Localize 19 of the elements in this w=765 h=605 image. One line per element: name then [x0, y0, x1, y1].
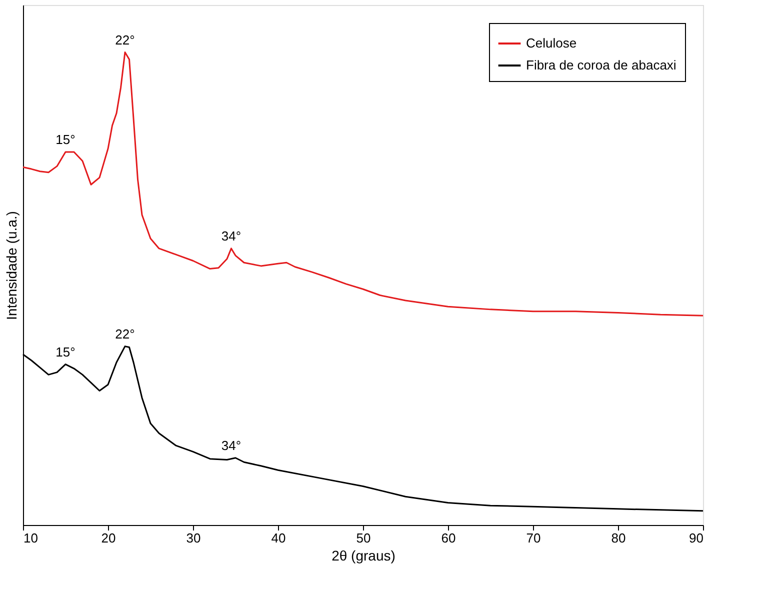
- annotation: 34°: [221, 228, 242, 244]
- x-tick-label: 20: [101, 530, 116, 546]
- legend-label: Celulose: [526, 36, 577, 50]
- x-tick-label: 90: [689, 530, 704, 546]
- x-tick-label: 50: [356, 530, 371, 546]
- annotation: 15°: [56, 132, 76, 148]
- annotation: 34°: [221, 438, 242, 453]
- x-tick-label: 60: [441, 530, 456, 546]
- annotation: 22°: [115, 32, 135, 48]
- x-tick-label: 40: [271, 530, 286, 546]
- x-tick-label: 80: [611, 530, 626, 546]
- x-tick-label: 70: [526, 530, 541, 546]
- x-tick-label: 30: [186, 530, 201, 546]
- x-tick-label: 10: [24, 530, 38, 546]
- y-axis-title: Intensidade (u.a.): [4, 211, 20, 320]
- x-axis-title: 2θ (graus): [332, 548, 396, 564]
- legend-label: Fibra de coroa de abacaxi: [526, 58, 676, 72]
- annotation: 15°: [56, 344, 76, 360]
- annotation: 22°: [115, 326, 135, 342]
